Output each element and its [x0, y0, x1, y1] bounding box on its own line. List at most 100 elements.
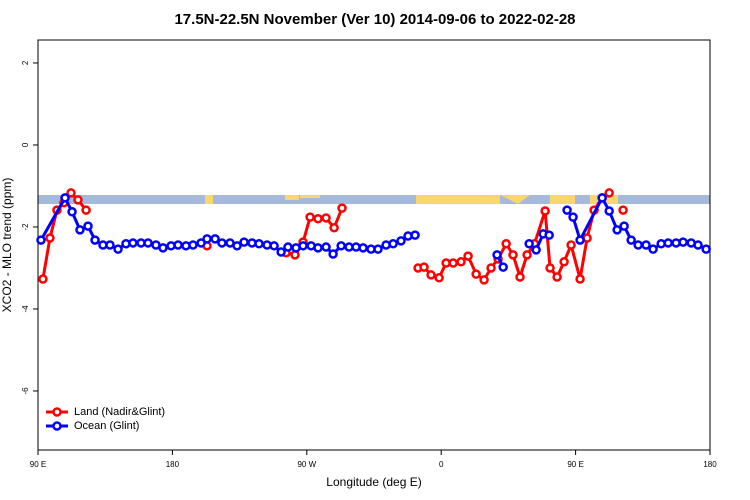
x-tick-label: 90 E: [30, 460, 46, 469]
data-point: [38, 274, 48, 284]
data-point: [210, 234, 220, 244]
data-point: [419, 262, 429, 272]
data-point: [471, 269, 481, 279]
data-point: [604, 206, 614, 216]
legend-label: Land (Nadir&Glint): [74, 406, 165, 418]
data-point: [524, 239, 534, 249]
data-point: [388, 239, 398, 249]
data-point: [143, 238, 153, 248]
data-point: [633, 240, 643, 250]
data-point: [448, 258, 458, 268]
data-point: [693, 240, 703, 250]
data-point: [508, 250, 518, 260]
data-point: [568, 212, 578, 222]
legend-marker: [52, 407, 62, 417]
data-point: [305, 212, 315, 222]
data-point: [269, 241, 279, 251]
data-point: [202, 234, 212, 244]
data-point: [83, 221, 93, 231]
y-tick-label: 0: [21, 142, 30, 147]
data-point: [604, 188, 614, 198]
data-point: [373, 244, 383, 254]
data-point: [612, 225, 622, 235]
data-point: [75, 225, 85, 235]
data-point: [566, 240, 576, 250]
data-point: [188, 240, 198, 250]
y-tick-label: -4: [21, 305, 30, 313]
x-tick-label: 90 E: [567, 460, 583, 469]
data-point: [217, 238, 227, 248]
data-point: [90, 235, 100, 245]
data-point: [298, 241, 308, 251]
data-point: [618, 205, 628, 215]
y-tick-label: -6: [21, 387, 30, 395]
data-point: [232, 241, 242, 251]
data-point: [336, 241, 346, 251]
data-point: [575, 235, 585, 245]
data-point: [552, 272, 562, 282]
data-point: [60, 193, 70, 203]
data-point: [337, 203, 347, 213]
x-axis-label: Longitude (deg E): [326, 475, 421, 489]
data-point: [434, 273, 444, 283]
data-point: [626, 235, 636, 245]
data-point: [81, 205, 91, 215]
data-point: [196, 238, 206, 248]
data-point: [283, 242, 293, 252]
data-point: [492, 250, 502, 260]
data-point: [276, 247, 286, 257]
x-tick-label: 180: [703, 460, 717, 469]
x-tick-label: 0: [439, 460, 444, 469]
data-point: [36, 235, 46, 245]
x-tick-label: 180: [166, 460, 180, 469]
data-point: [545, 263, 555, 273]
data-point: [701, 244, 711, 254]
data-point: [329, 223, 339, 233]
data-point: [678, 237, 688, 247]
data-point: [321, 242, 331, 252]
x-tick-label: 90 W: [297, 460, 316, 469]
data-point: [619, 221, 629, 231]
data-point: [515, 272, 525, 282]
data-point: [358, 243, 368, 253]
data-point: [113, 244, 123, 254]
y-axis-label: XCO2 - MLO trend (ppm): [0, 178, 14, 313]
data-point: [313, 214, 323, 224]
data-point: [486, 263, 496, 273]
data-point: [648, 244, 658, 254]
data-point: [562, 205, 572, 215]
data-point: [544, 230, 554, 240]
data-point: [501, 239, 511, 249]
data-point: [498, 262, 508, 272]
y-tick-label: -2: [21, 223, 30, 231]
data-point: [173, 240, 183, 250]
data-point: [426, 270, 436, 280]
data-point: [66, 188, 76, 198]
data-point: [105, 240, 115, 250]
data-point: [158, 243, 168, 253]
data-point: [254, 239, 264, 249]
data-point: [522, 250, 532, 260]
data-point: [45, 233, 55, 243]
y-tick-label: 2: [21, 60, 30, 65]
data-point: [73, 195, 83, 205]
data-point: [128, 238, 138, 248]
data-point: [479, 275, 489, 285]
data-point: [456, 257, 466, 267]
data-point: [410, 230, 420, 240]
data-point: [313, 243, 323, 253]
data-point: [328, 249, 338, 259]
data-point: [663, 238, 673, 248]
data-point: [597, 193, 607, 203]
plot-frame: [37, 39, 711, 451]
data-point: [575, 274, 585, 284]
data-point: [239, 237, 249, 247]
data-point: [531, 245, 541, 255]
data-point: [540, 206, 550, 216]
legend-label: Ocean (Glint): [74, 420, 139, 432]
data-point: [396, 236, 406, 246]
data-point: [321, 213, 331, 223]
chart-title: 17.5N-22.5N November (Ver 10) 2014-09-06…: [174, 11, 575, 28]
